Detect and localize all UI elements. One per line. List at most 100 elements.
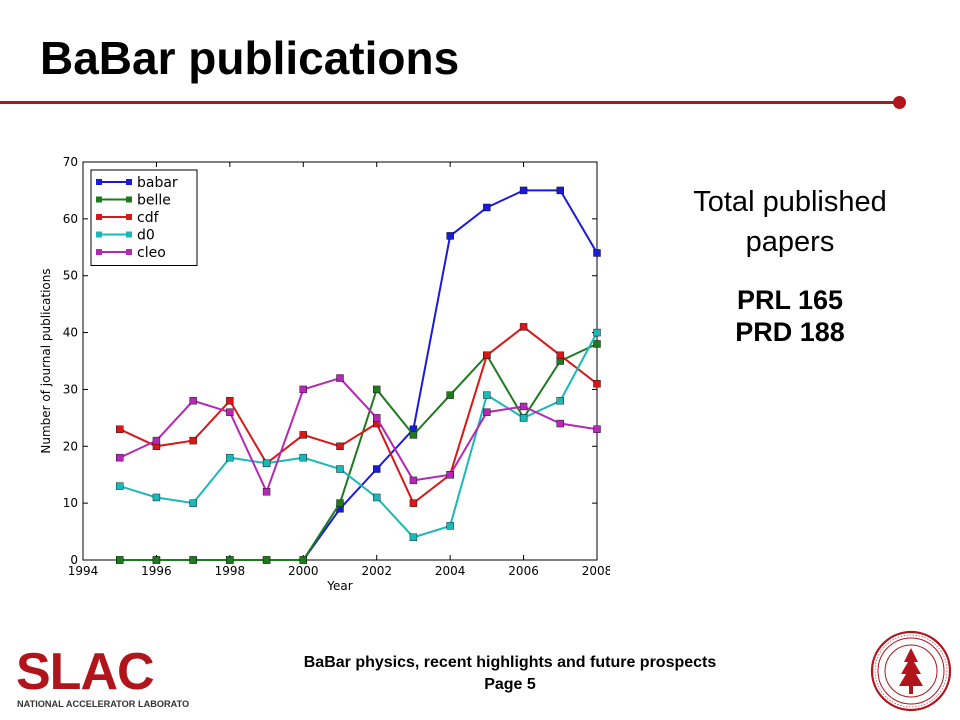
data-point-belle — [152, 556, 161, 564]
data-point-d0 — [373, 493, 381, 502]
legend-label-cdf: cdf — [137, 210, 160, 226]
x-tick-label: 1998 — [215, 564, 246, 578]
legend-marker-belle — [96, 196, 102, 203]
data-point-d0 — [299, 453, 307, 462]
y-tick-label: 20 — [63, 439, 78, 453]
data-point-belle — [299, 556, 307, 564]
page-number: Page 5 — [484, 676, 536, 693]
series-line-cdf — [119, 325, 598, 505]
y-tick-label: 40 — [63, 326, 78, 340]
y-tick-label: 60 — [63, 212, 78, 226]
summary-box: Total published papers PRL 165 PRD 188 — [660, 182, 920, 348]
data-point-cleo — [556, 419, 564, 428]
data-point-cleo — [189, 397, 197, 405]
data-point-cdf — [299, 431, 307, 439]
legend-marker-babar — [126, 179, 132, 185]
x-axis-label: Year — [326, 579, 352, 593]
data-point-cleo — [593, 425, 601, 433]
data-point-cdf — [189, 436, 197, 445]
data-point-cdf — [519, 323, 528, 331]
data-point-cdf — [556, 351, 564, 360]
data-point-d0 — [226, 453, 234, 462]
chart-svg: 0 10 20 30 40 50 60 70 1994 1996 1998 2000 2002 2004 2… — [39, 155, 612, 593]
data-point-cdf — [483, 351, 491, 360]
prl-count: PRL 165 — [736, 285, 844, 315]
data-point-cleo — [152, 436, 161, 445]
data-point-d0 — [409, 533, 418, 541]
data-point-cleo — [409, 476, 418, 485]
x-tick-label: 2004 — [435, 564, 466, 578]
legend-marker-cleo — [96, 249, 102, 255]
legend-marker-cdf — [126, 214, 132, 220]
data-point-d0 — [593, 328, 601, 337]
data-point-d0 — [262, 459, 271, 468]
slac-logo: SLAC NATIONAL ACCELERATOR LABORATORY — [16, 645, 189, 709]
data-point-babar — [446, 232, 454, 240]
data-point-d0 — [556, 397, 564, 405]
data-point-d0 — [446, 522, 454, 530]
legend-label-d0: d0 — [137, 228, 155, 244]
data-point-cdf — [226, 397, 234, 405]
y-tick-label: 70 — [63, 155, 78, 169]
data-point-cdf — [336, 442, 344, 450]
x-tick-label: 2000 — [288, 564, 319, 578]
series-line-cleo — [119, 376, 598, 495]
data-point-babar — [519, 186, 528, 195]
legend-marker-cleo — [126, 249, 132, 255]
data-point-babar — [556, 186, 564, 195]
data-point-belle — [336, 499, 344, 507]
data-point-d0 — [483, 391, 491, 399]
y-tick-label: 0 — [70, 553, 78, 567]
data-point-babar — [373, 465, 381, 473]
title-divider — [0, 101, 898, 104]
legend-marker-d0 — [96, 231, 102, 238]
publications-chart: 0 10 20 30 40 50 60 70 1994 1996 1998 2000 2002 2004 2… — [30, 150, 612, 600]
data-point-belle — [446, 391, 454, 399]
prd-count: PRD 188 — [735, 317, 845, 347]
x-tick-label: 2008 — [582, 564, 610, 578]
x-tick-label: 2006 — [508, 564, 539, 578]
data-point-cleo — [446, 471, 454, 479]
data-point-belle — [373, 385, 381, 394]
x-tick-label: 1994 — [68, 564, 99, 578]
legend-label-belle: belle — [137, 193, 171, 209]
data-point-cleo — [373, 414, 381, 422]
footer-title: BaBar physics, recent highlights and fut… — [303, 654, 717, 671]
data-point-belle — [189, 556, 197, 564]
legend-marker-belle — [126, 196, 132, 203]
title-divider-dot — [893, 96, 906, 109]
data-point-cdf — [116, 425, 124, 433]
x-tick-label: 1996 — [141, 564, 172, 578]
legend-marker-cdf — [96, 214, 102, 220]
data-point-belle — [593, 340, 601, 348]
y-axis-label: Number of journal publications — [39, 268, 53, 453]
data-point-cleo — [226, 408, 234, 416]
data-point-belle — [116, 556, 124, 564]
data-point-belle — [226, 556, 234, 564]
y-tick-label: 10 — [63, 496, 78, 510]
stanford-seal-icon — [870, 630, 952, 712]
data-point-cleo — [116, 453, 124, 462]
data-point-cleo — [262, 488, 271, 496]
footer: BaBar physics, recent highlights and fut… — [200, 652, 820, 696]
data-point-d0 — [336, 465, 344, 473]
legend-marker-d0 — [126, 231, 132, 238]
data-point-cleo — [299, 385, 307, 394]
slac-logo-text: SLAC — [16, 645, 154, 701]
data-point-d0 — [189, 499, 197, 507]
series-line-d0 — [119, 332, 598, 539]
summary-line-1: Total published — [693, 186, 887, 218]
data-point-d0 — [519, 414, 528, 422]
slac-logo-subtext: NATIONAL ACCELERATOR LABORATORY — [17, 699, 189, 709]
data-point-d0 — [152, 493, 161, 502]
legend-label-babar: babar — [137, 175, 178, 191]
legend-marker-babar — [96, 179, 102, 185]
data-point-cdf — [409, 499, 418, 507]
data-point-cdf — [593, 380, 601, 388]
data-point-d0 — [116, 482, 124, 490]
x-tick-label: 2002 — [361, 564, 392, 578]
data-point-cleo — [483, 408, 491, 416]
data-point-belle — [262, 556, 271, 564]
data-point-babar — [593, 249, 601, 257]
data-point-babar — [483, 203, 491, 212]
